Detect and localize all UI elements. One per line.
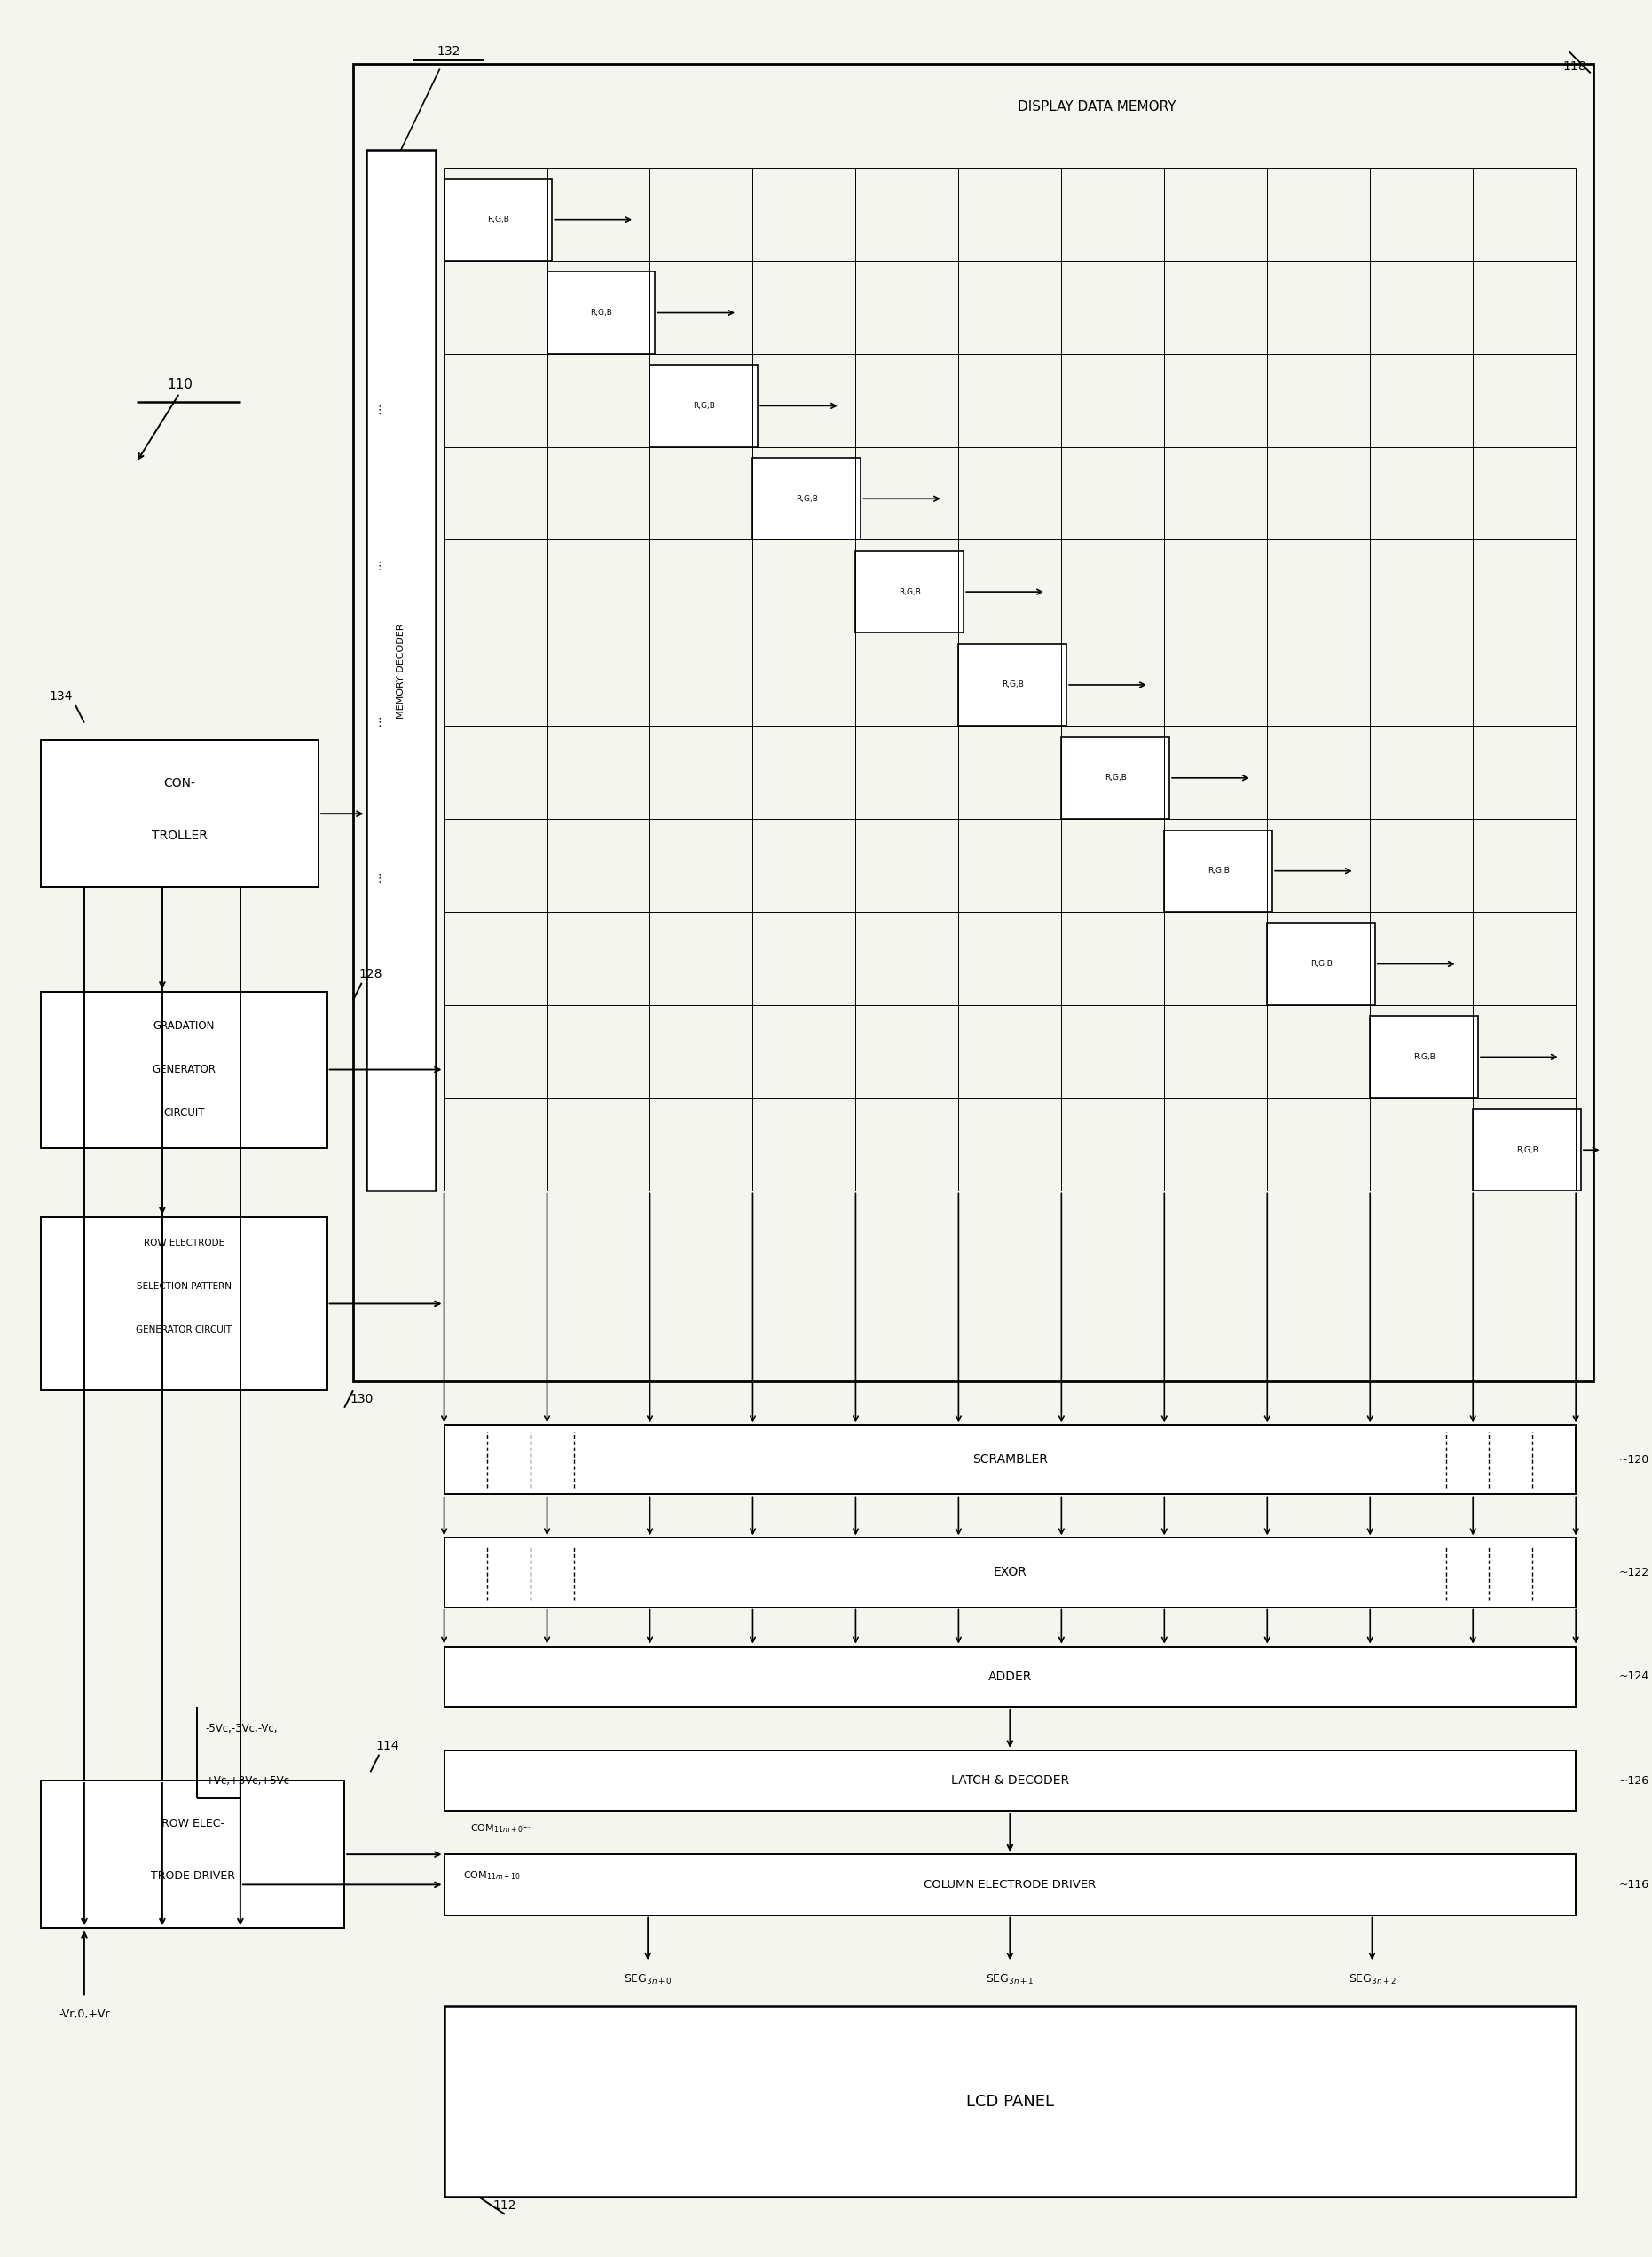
Text: ROW ELECTRODE: ROW ELECTRODE <box>144 1239 225 1248</box>
Text: ~126: ~126 <box>1619 1774 1649 1785</box>
Text: CON-: CON- <box>164 776 195 790</box>
Bar <box>354 63 1593 1381</box>
Text: CIRCUIT: CIRCUIT <box>164 1108 205 1119</box>
Bar <box>41 991 327 1147</box>
Text: 114: 114 <box>377 1740 400 1751</box>
Text: R,G,B: R,G,B <box>1001 682 1024 688</box>
Text: -Vr,0,+Vr: -Vr,0,+Vr <box>59 2009 109 2020</box>
Text: R,G,B: R,G,B <box>1412 1054 1436 1061</box>
Bar <box>1474 1108 1581 1192</box>
Text: ~122: ~122 <box>1619 1566 1649 1578</box>
Bar <box>444 178 552 260</box>
Bar <box>444 1645 1576 1706</box>
Text: +Vc,+3Vc,+5Vc: +Vc,+3Vc,+5Vc <box>205 1774 289 1785</box>
Text: GRADATION: GRADATION <box>154 1020 215 1031</box>
Text: R,G,B: R,G,B <box>1105 774 1127 781</box>
Bar <box>1062 738 1170 819</box>
Text: ⋮: ⋮ <box>373 560 385 573</box>
Text: SCRAMBLER: SCRAMBLER <box>973 1454 1047 1467</box>
Text: GENERATOR: GENERATOR <box>152 1063 216 1074</box>
Text: R,G,B: R,G,B <box>692 402 715 411</box>
Bar <box>547 271 656 354</box>
Text: 112: 112 <box>492 2198 517 2212</box>
Text: R,G,B: R,G,B <box>1208 867 1229 876</box>
Bar <box>1267 923 1374 1004</box>
Text: 130: 130 <box>350 1393 373 1406</box>
Text: LATCH & DECODER: LATCH & DECODER <box>952 1774 1069 1788</box>
Bar <box>444 1749 1576 1810</box>
Bar <box>367 151 436 1192</box>
Text: R,G,B: R,G,B <box>796 494 818 503</box>
Text: -5Vc,-3Vc,-Vc,: -5Vc,-3Vc,-Vc, <box>205 1722 278 1733</box>
Text: LCD PANEL: LCD PANEL <box>966 2094 1054 2110</box>
Bar <box>649 366 758 447</box>
Text: 134: 134 <box>50 691 73 702</box>
Bar <box>444 1537 1576 1607</box>
Bar <box>856 551 963 632</box>
Bar <box>444 1855 1576 1914</box>
Bar <box>444 2006 1576 2196</box>
Text: 128: 128 <box>358 968 382 980</box>
Text: SEG$_{3n+2}$: SEG$_{3n+2}$ <box>1348 1973 1396 1986</box>
Text: ⋮: ⋮ <box>373 404 385 415</box>
Bar <box>958 643 1067 727</box>
Text: R,G,B: R,G,B <box>1310 959 1332 968</box>
Text: 132: 132 <box>436 45 461 59</box>
Text: SELECTION PATTERN: SELECTION PATTERN <box>137 1282 231 1291</box>
Bar <box>753 458 861 539</box>
Text: ~116: ~116 <box>1619 1878 1649 1891</box>
Text: R,G,B: R,G,B <box>590 309 611 316</box>
Text: EXOR: EXOR <box>993 1566 1028 1578</box>
Text: DISPLAY DATA MEMORY: DISPLAY DATA MEMORY <box>1018 99 1176 113</box>
Text: TROLLER: TROLLER <box>152 828 208 842</box>
Text: ROW ELEC-: ROW ELEC- <box>162 1819 225 1830</box>
Text: 118: 118 <box>1563 61 1586 72</box>
Text: MEMORY DECODER: MEMORY DECODER <box>396 623 405 718</box>
Bar <box>41 1781 344 1927</box>
Text: ~120: ~120 <box>1619 1454 1650 1465</box>
Text: COLUMN ELECTRODE DRIVER: COLUMN ELECTRODE DRIVER <box>923 1878 1097 1891</box>
Text: GENERATOR CIRCUIT: GENERATOR CIRCUIT <box>135 1325 231 1334</box>
Text: R,G,B: R,G,B <box>899 587 920 596</box>
Bar <box>444 1424 1576 1494</box>
Text: R,G,B: R,G,B <box>487 217 509 223</box>
Text: R,G,B: R,G,B <box>1517 1147 1538 1153</box>
Text: TRODE DRIVER: TRODE DRIVER <box>150 1871 235 1882</box>
Text: ⋮: ⋮ <box>373 718 385 729</box>
Text: SEG$_{3n+1}$: SEG$_{3n+1}$ <box>986 1973 1034 1986</box>
Text: 110: 110 <box>167 377 192 390</box>
Text: ADDER: ADDER <box>988 1670 1032 1684</box>
Text: SEG$_{3n+0}$: SEG$_{3n+0}$ <box>624 1973 672 1986</box>
Text: ⋮: ⋮ <box>373 873 385 885</box>
Bar <box>1370 1016 1479 1097</box>
Bar <box>41 740 319 887</box>
Bar <box>1165 831 1272 912</box>
Text: COM$_{11m+10}$: COM$_{11m+10}$ <box>463 1869 520 1882</box>
Bar <box>41 1217 327 1390</box>
Text: ~124: ~124 <box>1619 1670 1649 1681</box>
Text: COM$_{11m+0}$~: COM$_{11m+0}$~ <box>471 1821 530 1835</box>
